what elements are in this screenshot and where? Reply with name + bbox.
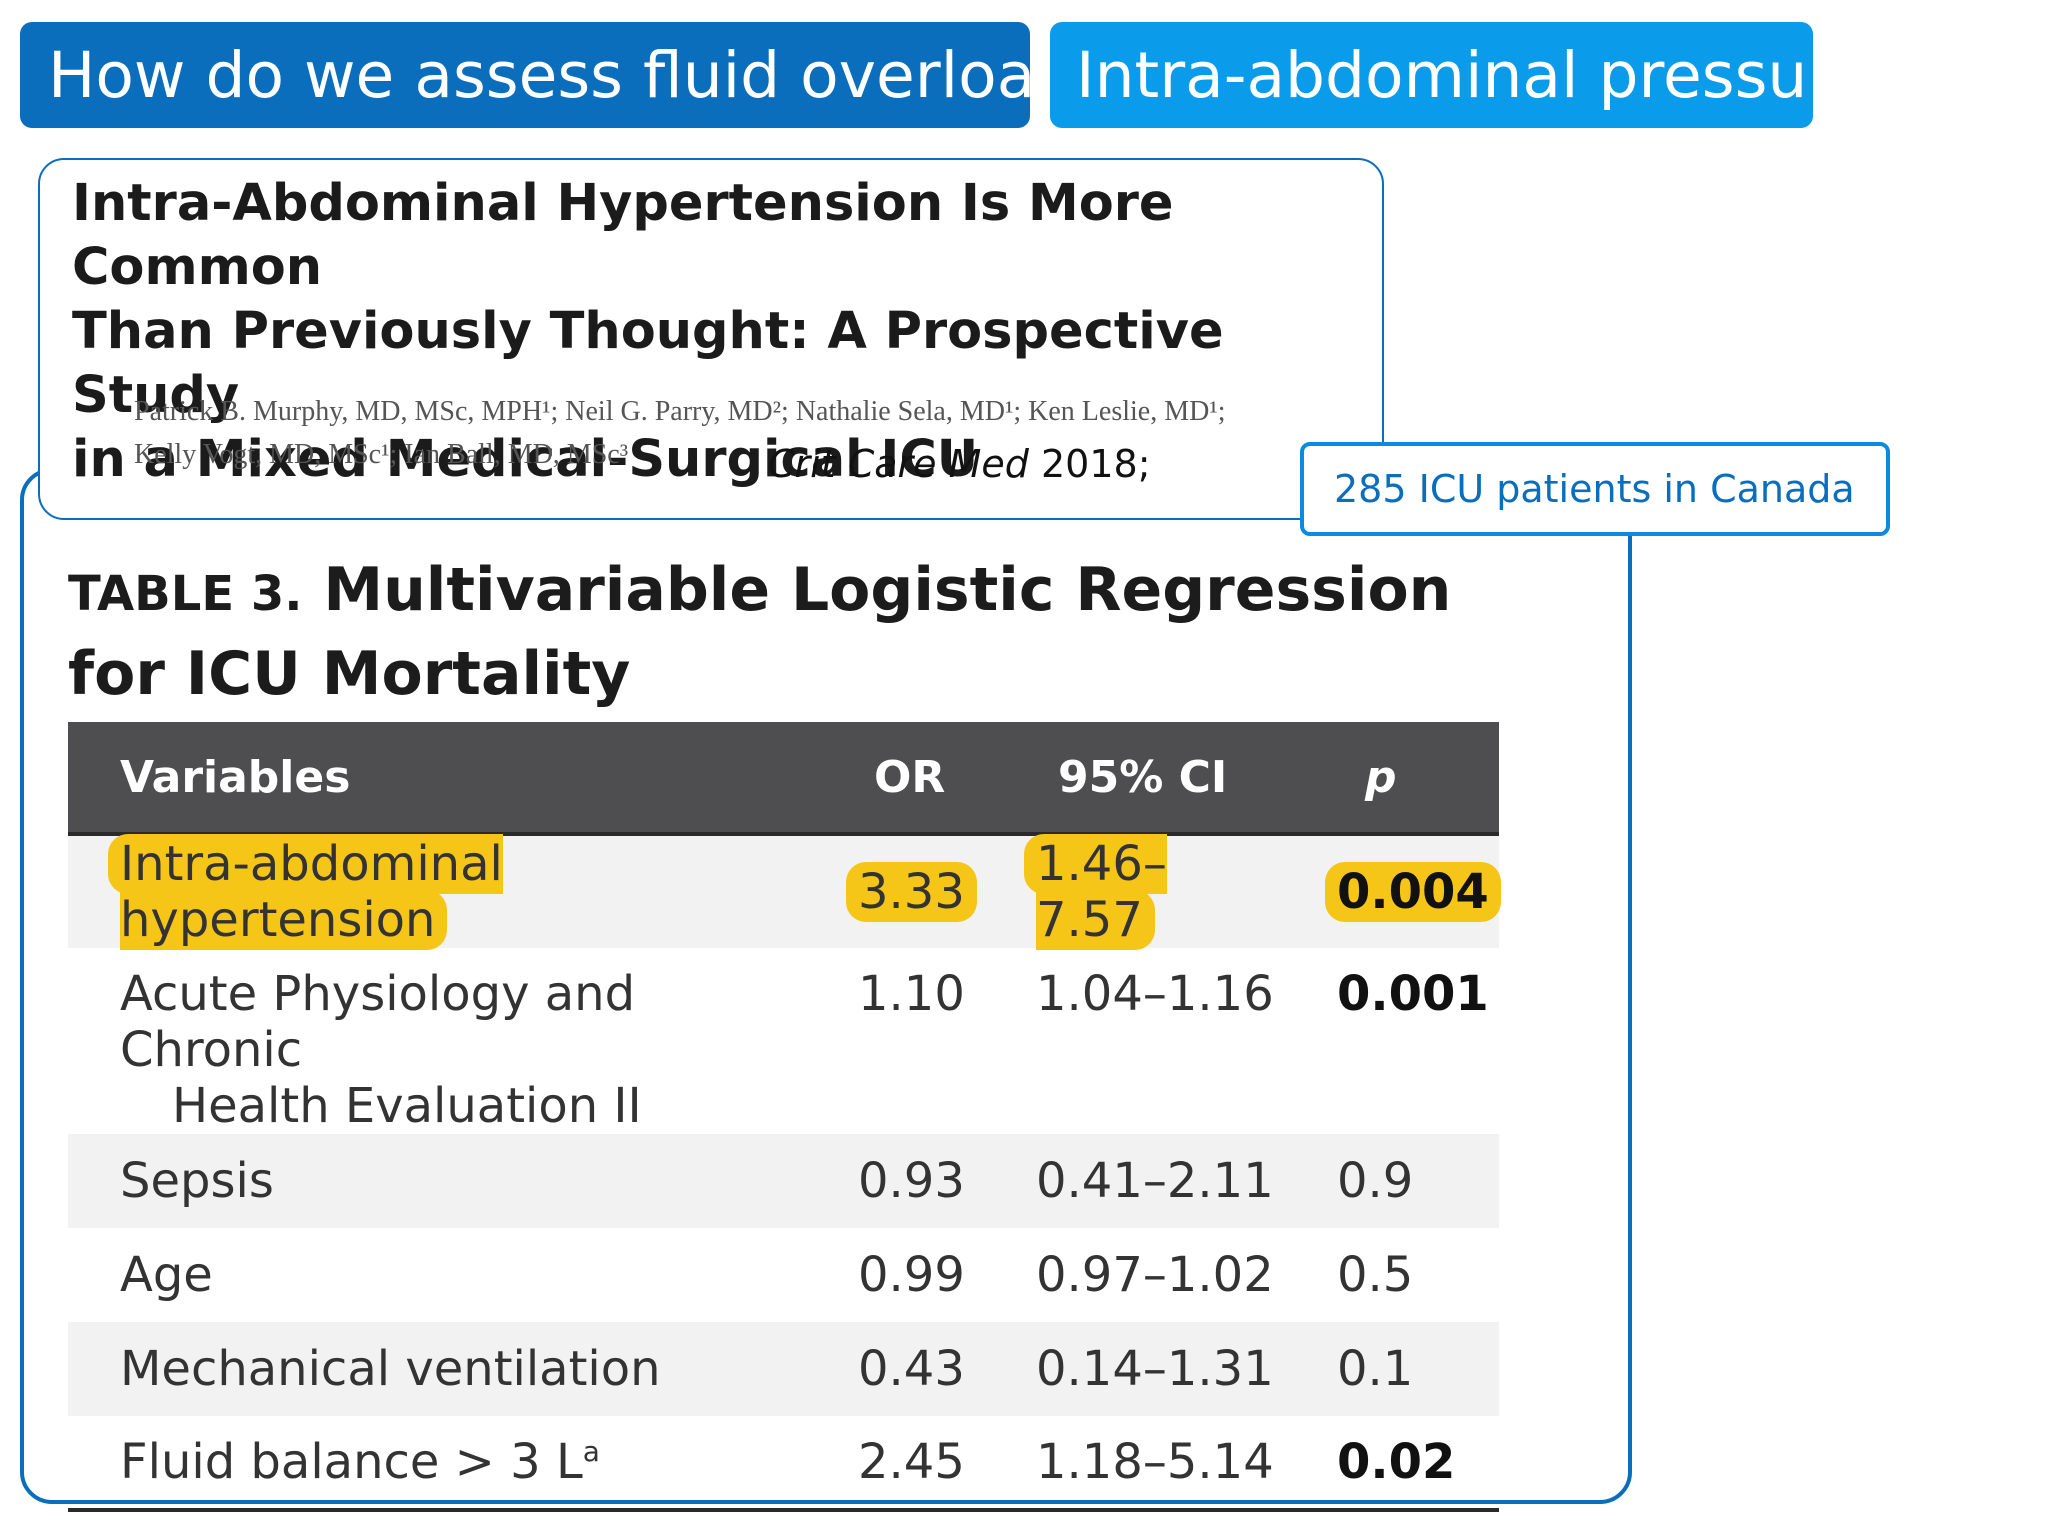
table-row: Fluid balance > 3 La 2.45 1.18–5.14 0.02 (68, 1416, 1499, 1510)
ci-cell: 0.41–2.11 (988, 1134, 1283, 1228)
slide-subtitle: Intra-abdominal pressure (1076, 38, 1871, 112)
journal-year: 2018; (1040, 442, 1151, 486)
paper-authors: Patrick B. Murphy, MD, MSc, MPH¹; Neil G… (134, 390, 1354, 476)
highlighted-p: 0.004 (1325, 862, 1501, 922)
paper-title-line: Intra-Abdominal Hypertension Is More Com… (72, 174, 1174, 297)
variable-cell: Mechanical ventilation (68, 1322, 828, 1416)
p-cell: 0.004 (1283, 834, 1501, 948)
table-row: Sepsis 0.93 0.41–2.11 0.9 (68, 1134, 1499, 1228)
table-title: TABLE 3. Multivariable Logistic Regressi… (68, 550, 1508, 714)
highlighted-variable: Intra-abdominal hypertension (108, 834, 503, 950)
variable-cell: Fluid balance > 3 La (68, 1416, 828, 1510)
table-row: Mechanical ventilation 0.43 0.14–1.31 0.… (68, 1322, 1499, 1416)
slide-subtitle-box: Intra-abdominal pressure (1050, 22, 1871, 128)
table-row: Age 0.99 0.97–1.02 0.5 (68, 1228, 1499, 1322)
slide-title-box: How do we assess fluid overload ? (20, 22, 1129, 128)
callout-text: 285 ICU patients in Canada (1334, 467, 1855, 511)
or-cell: 1.10 (858, 966, 965, 1022)
variable-line: Health Evaluation II (172, 1078, 642, 1134)
table-header-row: Variables OR 95% CI p (68, 722, 1499, 836)
variable-line: Acute Physiology and Chronic (120, 966, 636, 1078)
or-cell: 3.33 (828, 834, 988, 948)
variable-cell: Intra-abdominal hypertension (68, 834, 828, 950)
p-cell: 0.02 (1337, 1434, 1456, 1490)
variable-text: Fluid balance > 3 L (120, 1434, 583, 1490)
journal-name: Crit Care Med (768, 442, 1029, 486)
authors-line: Patrick B. Murphy, MD, MSc, MPH¹; Neil G… (134, 396, 1226, 427)
variable-cell: Acute Physiology and Chronic Health Eval… (68, 948, 828, 1134)
column-header-variables: Variables (68, 722, 828, 836)
variable-cell: Sepsis (68, 1134, 828, 1228)
or-cell: 0.99 (858, 1247, 965, 1303)
patients-callout: 285 ICU patients in Canada (1300, 442, 1890, 536)
paper-card (38, 158, 1384, 520)
ci-cell: 0.14–1.31 (988, 1322, 1283, 1416)
table-label: TABLE 3. (68, 566, 303, 622)
table-row: Acute Physiology and Chronic Health Eval… (68, 948, 1499, 1134)
ci-cell: 1.18–5.14 (1036, 1434, 1274, 1490)
paper-title-line: Than Previously Thought: A Prospective S… (72, 302, 1224, 425)
highlighted-or: 3.33 (846, 862, 977, 922)
p-cell: 0.001 (1337, 966, 1489, 1022)
ci-cell: 1.46–7.57 (988, 834, 1283, 950)
or-cell: 0.43 (828, 1322, 988, 1416)
ci-cell: 0.97–1.02 (1036, 1247, 1274, 1303)
or-cell: 2.45 (858, 1434, 965, 1490)
column-header-or: OR (828, 722, 988, 836)
or-cell: 0.93 (828, 1134, 988, 1228)
p-cell: 0.9 (1283, 1134, 1499, 1228)
variable-cell: Age (120, 1247, 213, 1303)
paper-title-line: in a Mixed Medical-Surgical ICU (72, 430, 979, 489)
p-cell: 0.1 (1283, 1322, 1499, 1416)
table-title-line: Multivariable Logistic Regression (323, 555, 1452, 625)
highlighted-ci: 1.46–7.57 (1024, 834, 1167, 950)
table-title-line: for ICU Mortality (68, 639, 631, 709)
footnote-marker: a (582, 1435, 600, 1468)
slide-title: How do we assess fluid overload ? (48, 38, 1129, 112)
p-cell: 0.5 (1337, 1247, 1414, 1303)
journal-citation: Crit Care Med 2018; (768, 442, 1151, 486)
regression-table: Variables OR 95% CI p Intra-abdominal hy… (68, 722, 1501, 1512)
paper-title: Intra-Abdominal Hypertension Is More Com… (72, 172, 1372, 492)
table-row: Intra-abdominal hypertension 3.33 1.46–7… (68, 834, 1501, 950)
column-header-p: p (1283, 722, 1499, 836)
ci-cell: 1.04–1.16 (1036, 966, 1274, 1022)
column-header-ci: 95% CI (988, 722, 1283, 836)
authors-line: Kelly Vogt, MD, MSc¹; Ian Ball, MD, MSc³ (134, 439, 629, 470)
